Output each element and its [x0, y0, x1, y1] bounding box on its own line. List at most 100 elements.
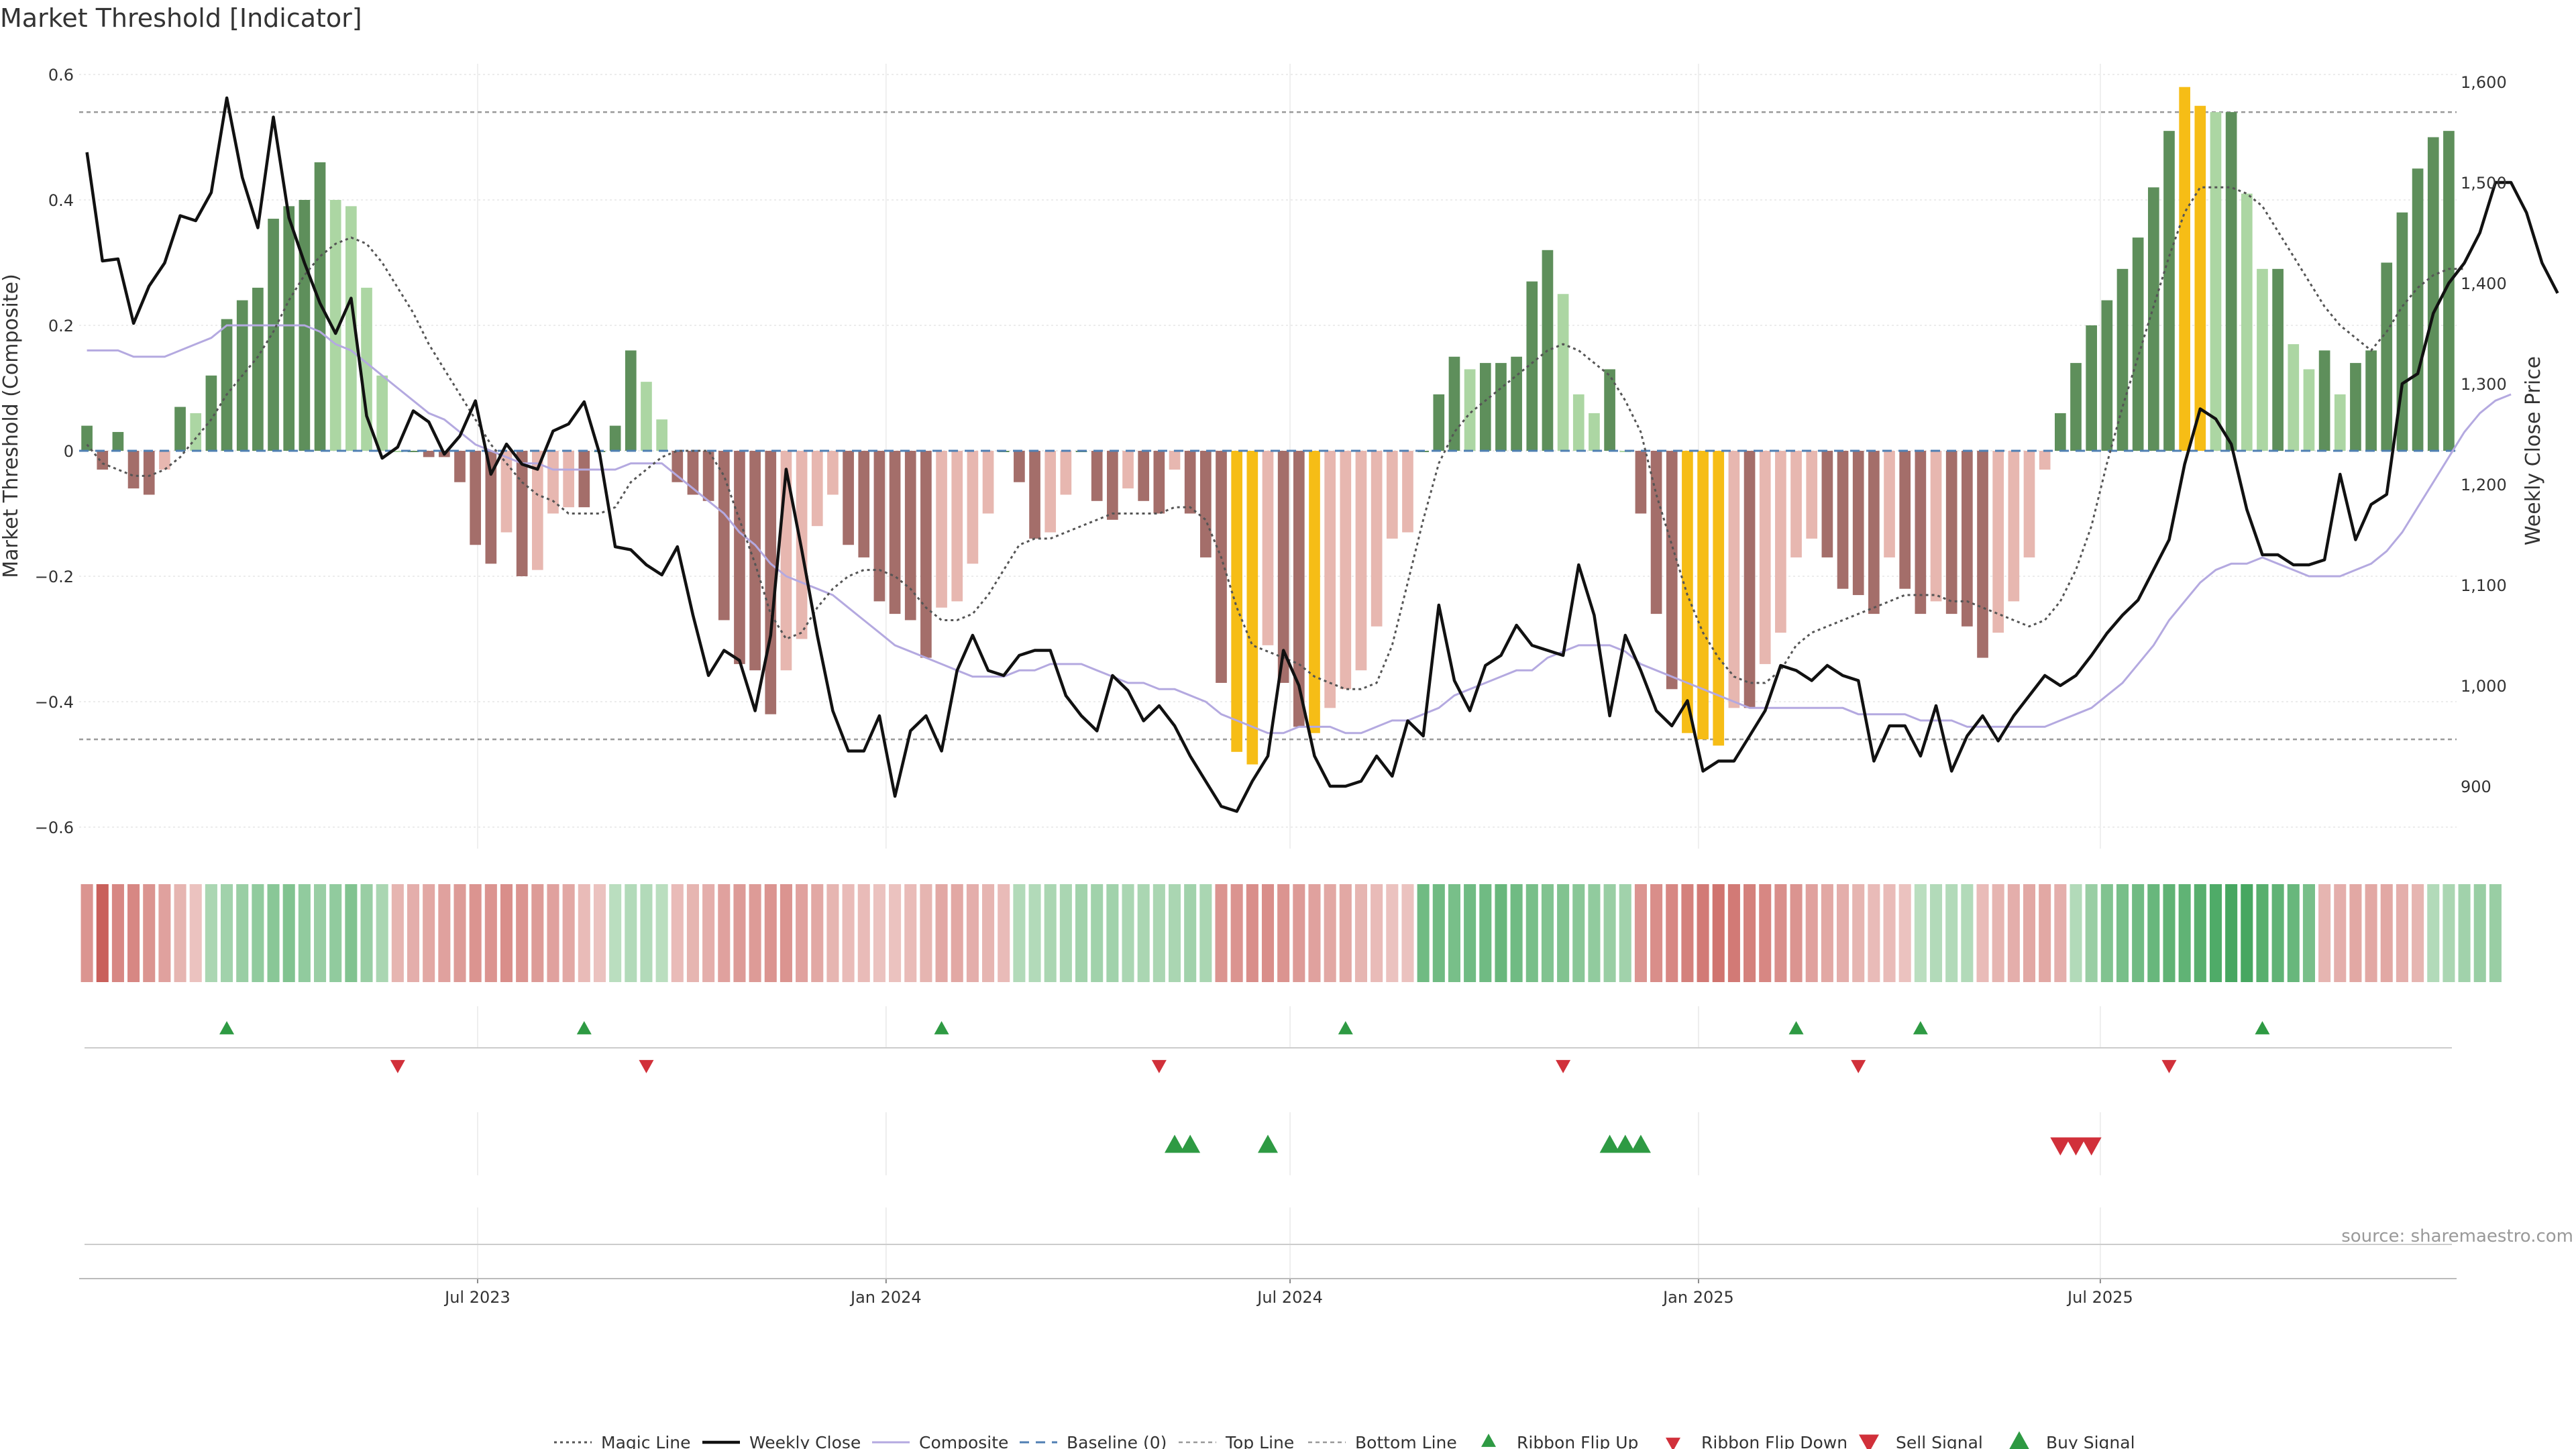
y-tick-right: 1,100: [2461, 576, 2507, 595]
composite-bar: [641, 382, 652, 451]
ribbon-cell: [1821, 884, 1833, 982]
axes: 0.6 0.4 0.2 0 −0.2 −0.4 −0.6 1,600 1,500 1,400 1,3…: [35, 66, 2507, 1307]
composite-bar: [1666, 451, 1678, 690]
composite-bar: [2163, 131, 2175, 451]
composite-bar: [625, 350, 637, 451]
buy-signal-marker: [1258, 1134, 1278, 1153]
y-tick-right: 1,000: [2461, 677, 2507, 696]
ribbon-cell: [1727, 884, 1740, 982]
composite-bar: [1589, 413, 1600, 451]
legend-swatch: [1859, 1434, 1879, 1449]
ribbon-cell: [1293, 884, 1305, 982]
ribbon-cell: [2443, 884, 2455, 982]
ribbon-cell: [2147, 884, 2160, 982]
composite-bar: [423, 451, 435, 458]
composite-bar: [1557, 294, 1569, 451]
composite-bar: [1324, 451, 1336, 708]
ribbon-cell: [1432, 884, 1445, 982]
composite-bar: [1962, 451, 1973, 627]
composite-bar: [1511, 356, 1522, 451]
ribbon-cell: [2349, 884, 2362, 982]
ribbon-cell: [733, 884, 746, 982]
signal-markers: [219, 1021, 2270, 1449]
composite-bar: [843, 451, 854, 545]
ribbon-cell: [298, 884, 311, 982]
ribbon-cell: [1168, 884, 1181, 982]
ribbon-cell: [1837, 884, 1849, 982]
ribbon-cell: [1091, 884, 1104, 982]
composite-bar: [672, 451, 684, 482]
composite-bar: [734, 451, 745, 664]
ribbon-cell: [2334, 884, 2347, 982]
composite-bar: [2210, 112, 2222, 451]
y-tick-right: 1,300: [2461, 375, 2507, 394]
buy-signal-marker: [1599, 1134, 1620, 1153]
y-tick-right: 1,200: [2461, 476, 2507, 494]
composite-bar: [159, 451, 170, 470]
ribbon-cell: [2287, 884, 2300, 982]
composite-bar: [1169, 451, 1181, 470]
composite-bar: [2365, 350, 2377, 451]
legend-label: Baseline (0): [1067, 1433, 1167, 1449]
ribbon-cell: [2256, 884, 2269, 982]
ribbon-cell: [2163, 884, 2176, 982]
composite-bar: [454, 451, 466, 482]
ribbon-cell: [904, 884, 917, 982]
composite-bar: [1122, 451, 1134, 489]
ribbon-cell: [189, 884, 202, 982]
composite-bar: [485, 451, 497, 564]
ribbon-cell: [764, 884, 777, 982]
x-tick-label: Jan 2025: [1662, 1288, 1734, 1307]
ribbon-cell: [2489, 884, 2502, 982]
ribbon-cell: [96, 884, 109, 982]
ribbon-cell: [1525, 884, 1538, 982]
ribbon-cell: [593, 884, 606, 982]
ribbon-cell: [857, 884, 870, 982]
weekly-close-line: [85, 96, 2559, 813]
ribbon-cell: [562, 884, 575, 982]
composite-bar: [2070, 363, 2082, 451]
composite-bar: [827, 451, 839, 495]
legend-swatch: [1481, 1434, 1496, 1447]
ribbon-flip-up-marker: [576, 1021, 592, 1034]
composite-bar: [1899, 451, 1911, 589]
ribbon-cell: [1712, 884, 1725, 982]
buy-signal-marker: [1615, 1134, 1635, 1153]
ribbon-flip-down-marker: [1556, 1060, 1571, 1073]
ribbon-cell: [1572, 884, 1585, 982]
composite-bar: [345, 206, 357, 451]
ribbon-cell: [1945, 884, 1958, 982]
ribbon-cell: [174, 884, 186, 982]
composite-bar: [1014, 451, 1025, 482]
composite-bar: [936, 451, 947, 608]
ribbon-cell: [609, 884, 622, 982]
composite-bar: [2334, 394, 2346, 451]
ribbon-cell: [2302, 884, 2315, 982]
ribbon-cell: [702, 884, 715, 982]
ribbon-flip-down-marker: [1151, 1060, 1167, 1073]
ribbon-cell: [1666, 884, 1678, 982]
ribbon-flip-up-marker: [1338, 1021, 1353, 1034]
ribbon-cell: [1199, 884, 1212, 982]
composite-bar: [1635, 451, 1647, 514]
ribbon-cell: [2365, 884, 2377, 982]
composite-bar: [143, 451, 155, 495]
composite-bar: [81, 425, 93, 451]
ribbon-cell: [1448, 884, 1460, 982]
legend-swatch: [2009, 1431, 2029, 1449]
composite-bar: [982, 451, 994, 514]
line-series: [79, 96, 2559, 813]
ribbon-cell: [1914, 884, 1927, 982]
composite-bar: [1246, 451, 1258, 765]
composite-bar: [1262, 451, 1274, 645]
ribbon-cell: [158, 884, 171, 982]
composite-bar: [1386, 451, 1398, 539]
composite-bar: [1526, 281, 1538, 451]
ribbon-cell: [2116, 884, 2129, 982]
ribbon-cell: [453, 884, 466, 982]
composite-bar: [2350, 363, 2361, 451]
composite-bar: [2427, 137, 2439, 451]
composite-bar: [656, 419, 667, 451]
ribbon-cell: [236, 884, 249, 982]
